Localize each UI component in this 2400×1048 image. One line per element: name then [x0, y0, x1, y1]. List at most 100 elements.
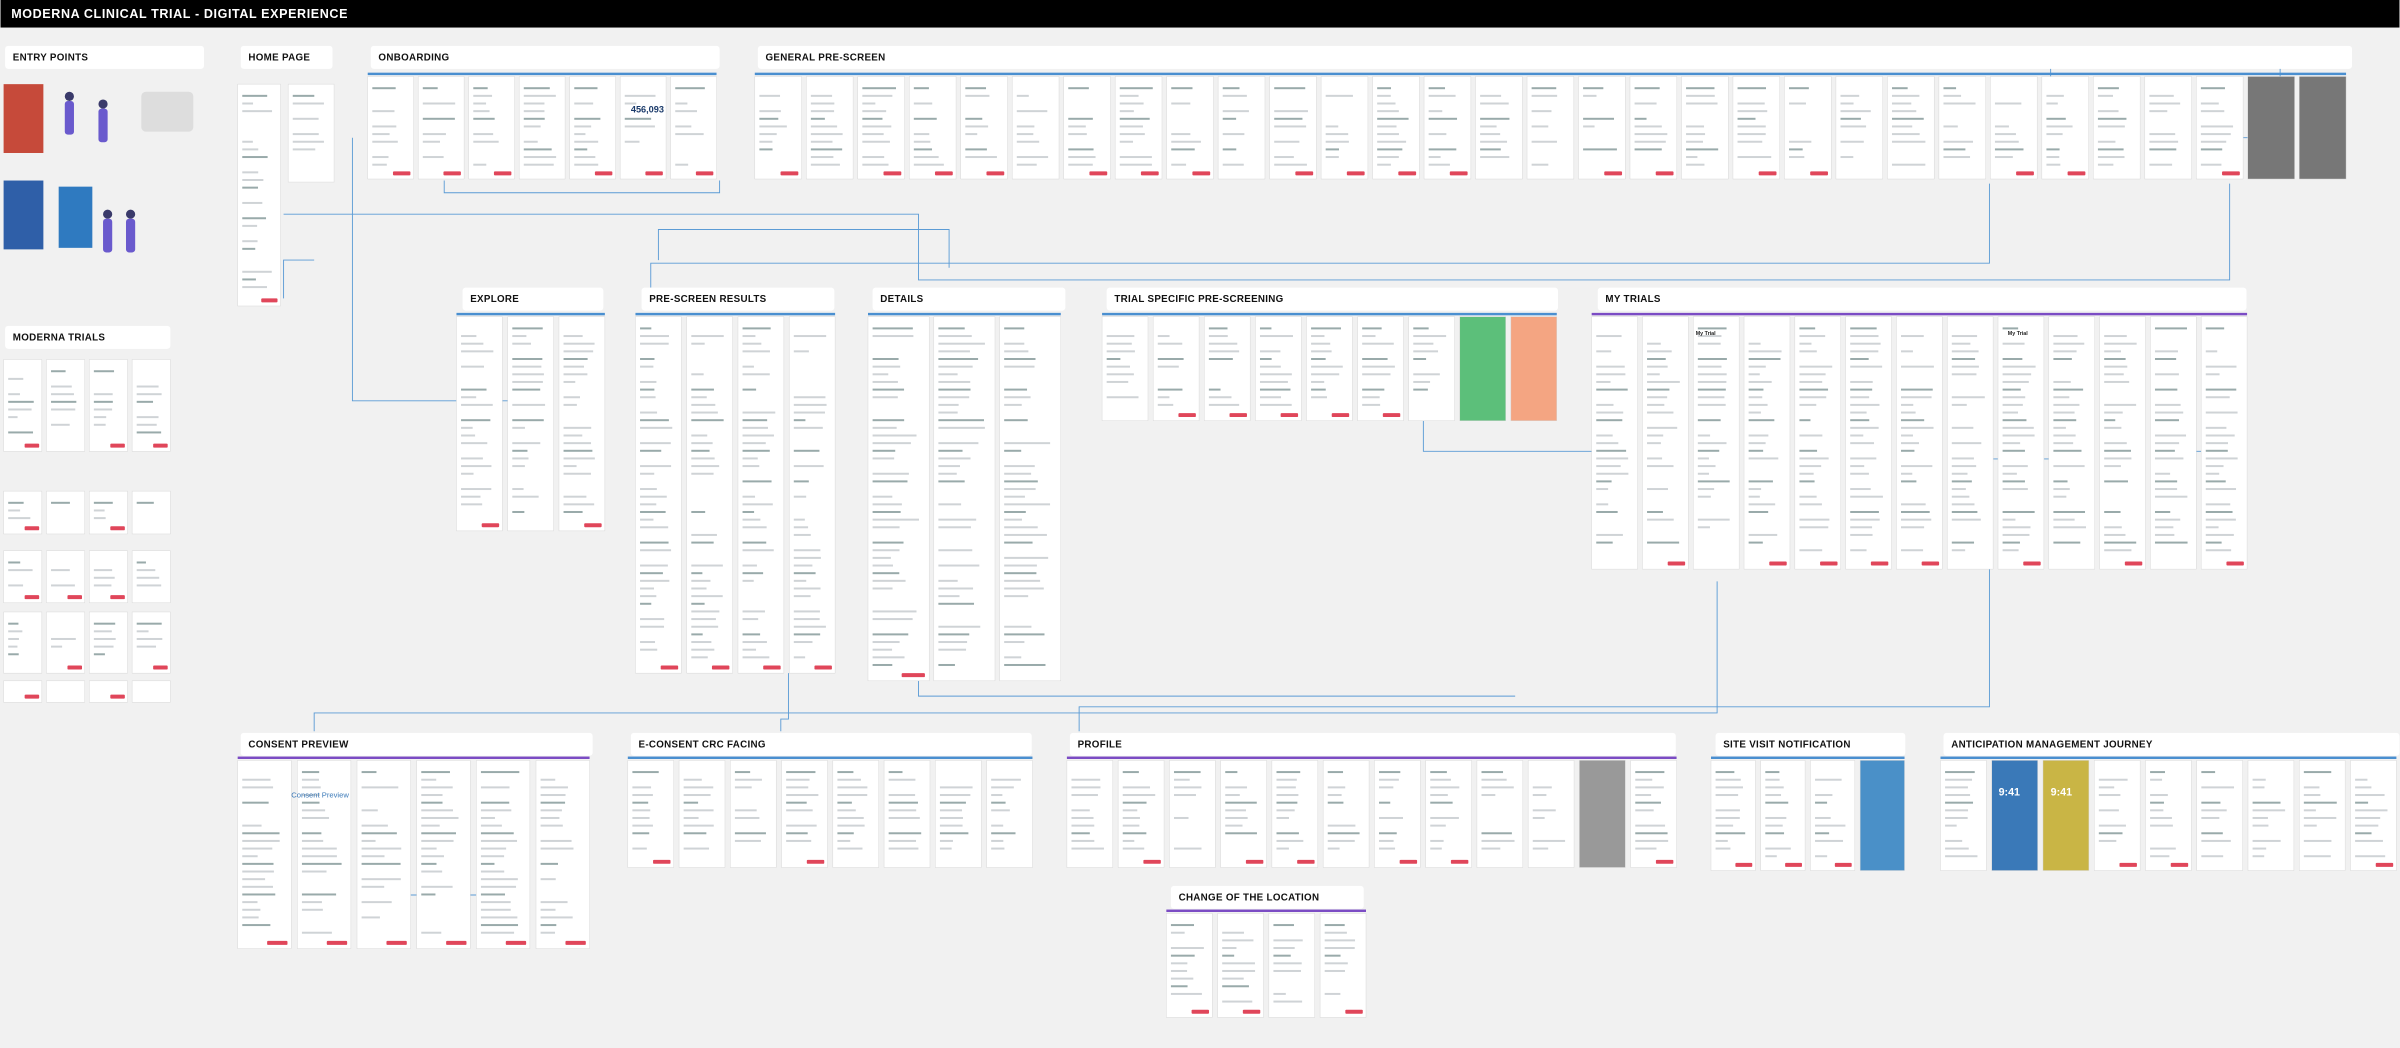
- screen-frame: [131, 490, 171, 535]
- text-line: [872, 396, 898, 399]
- text-line: [640, 587, 655, 590]
- text-line: [888, 771, 903, 774]
- text-line: [2201, 786, 2235, 789]
- text-line: [1208, 327, 1228, 330]
- screen-frame: [297, 760, 352, 949]
- text-line: [1170, 992, 1202, 995]
- screen-frame: [1217, 76, 1266, 180]
- text-line: [1004, 595, 1029, 598]
- text-line: [1748, 488, 1762, 491]
- text-line: [1945, 809, 1969, 812]
- text-line: [242, 924, 271, 927]
- text-line: [1222, 94, 1247, 97]
- screen-frame: [1271, 760, 1319, 868]
- text-line: [1324, 924, 1345, 927]
- text-line: [480, 885, 517, 888]
- text-line: [2104, 380, 2130, 383]
- screen: [1372, 76, 1420, 180]
- text-line: [1715, 847, 1731, 850]
- section-box: [1069, 732, 1676, 756]
- screen: [2247, 76, 2295, 180]
- text-line: [793, 595, 811, 598]
- text-line: [1362, 327, 1382, 330]
- text-line: [2205, 526, 2219, 529]
- text-line: [1697, 380, 1727, 383]
- button: [267, 940, 288, 945]
- text-line: [691, 403, 716, 406]
- screen: [686, 316, 733, 674]
- text-line: [872, 663, 893, 666]
- text-line: [1697, 403, 1726, 406]
- text-line: [675, 163, 689, 166]
- text-line: [1531, 125, 1549, 128]
- screen: [1896, 316, 1943, 570]
- text-line: [1362, 365, 1395, 368]
- text-line: [242, 201, 263, 204]
- text-line: [512, 335, 527, 338]
- text-line: [1119, 156, 1152, 159]
- button: [1229, 413, 1247, 418]
- text-line: [1748, 380, 1772, 383]
- screen-frame: [2144, 76, 2192, 180]
- text-line: [523, 140, 538, 143]
- text-line: [1850, 350, 1879, 353]
- screen: [416, 760, 471, 949]
- text-line: [1259, 335, 1293, 338]
- text-line: [1891, 125, 1913, 128]
- screen-frame: [2196, 760, 2243, 871]
- text-line: [1276, 801, 1298, 804]
- text-line: [1379, 786, 1394, 789]
- text-line: [2097, 110, 2119, 113]
- screen-frame: [131, 611, 171, 674]
- button: [1345, 1009, 1363, 1014]
- text-line: [2154, 541, 2188, 544]
- text-line: [862, 133, 884, 136]
- text-line: [1157, 388, 1183, 391]
- text-line: [540, 809, 562, 812]
- text-line: [691, 335, 724, 338]
- text-line: [1891, 133, 1920, 136]
- screen: [2299, 76, 2347, 180]
- text-line: [2205, 426, 2227, 429]
- section-box: [641, 287, 835, 311]
- text-line: [1901, 472, 1913, 475]
- section-label: PRE-SCREEN RESULTS: [649, 294, 766, 305]
- text-line: [1071, 809, 1090, 812]
- text-line: [2205, 472, 2220, 475]
- text-line: [1850, 327, 1877, 330]
- text-line: [1377, 87, 1392, 90]
- text-line: [939, 832, 969, 835]
- screen: [1510, 316, 1558, 421]
- text-line: [786, 771, 816, 774]
- screen: [237, 83, 281, 307]
- text-line: [1324, 931, 1347, 934]
- screen: [1794, 316, 1841, 570]
- text-line: [1532, 847, 1549, 850]
- text-line: [2046, 94, 2064, 97]
- text-line: [1748, 411, 1761, 414]
- text-line: [1004, 526, 1038, 529]
- text-line: [1004, 633, 1045, 636]
- figure-body: [103, 218, 113, 253]
- text-line: [1596, 373, 1626, 376]
- text-line: [837, 847, 863, 850]
- text-line: [1325, 140, 1349, 143]
- text-line: [1276, 771, 1301, 774]
- button: [883, 171, 902, 176]
- connector-line: [1422, 420, 1592, 452]
- text-line: [2046, 148, 2060, 151]
- text-line: [1715, 809, 1740, 812]
- text-line: [793, 625, 826, 628]
- text-line: [1274, 140, 1300, 143]
- text-line: [1222, 148, 1237, 151]
- text-line: [1068, 133, 1087, 136]
- text-line: [640, 503, 657, 506]
- text-line: [2104, 533, 2126, 536]
- text-line: [1532, 794, 1547, 797]
- text-line: [742, 342, 762, 345]
- text-line: [540, 847, 574, 850]
- screen: [1845, 316, 1892, 570]
- button: [2375, 862, 2394, 867]
- text-line: [1748, 442, 1766, 445]
- text-line: [1324, 992, 1341, 995]
